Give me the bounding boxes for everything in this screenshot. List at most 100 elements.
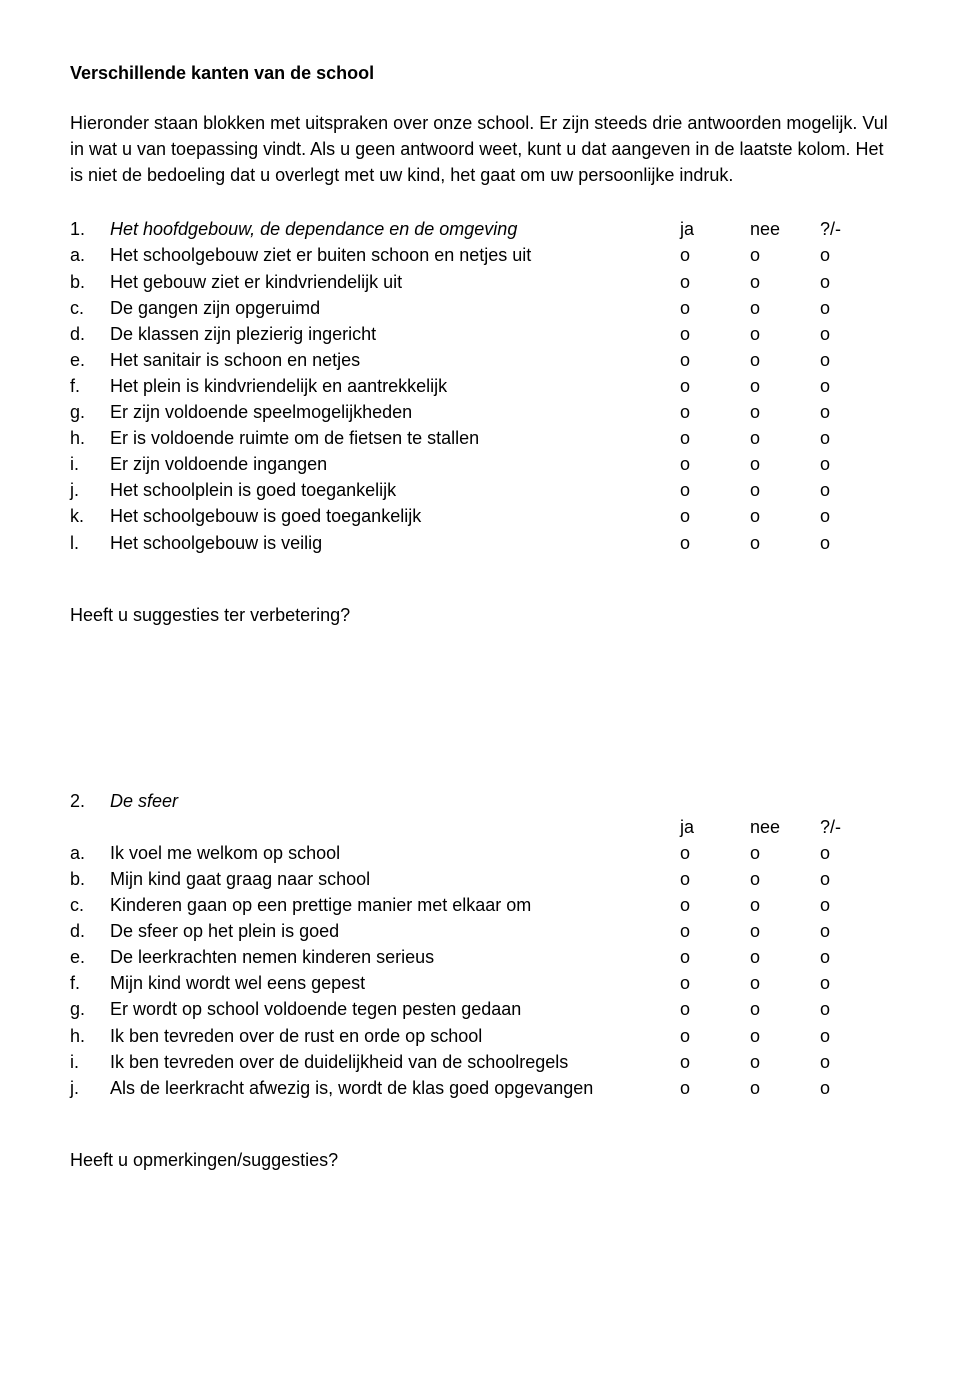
answer-nee[interactable]: o [750,996,820,1022]
answer-unk[interactable]: o [820,503,890,529]
answer-nee[interactable]: o [750,242,820,268]
page-title: Verschillende kanten van de school [70,60,890,86]
answer-ja[interactable]: o [680,477,750,503]
col-unk: ?/- [820,216,890,242]
answer-ja[interactable]: o [680,840,750,866]
answer-unk[interactable]: o [820,399,890,425]
answer-nee[interactable]: o [750,1049,820,1075]
question-row: c.De gangen zijn opgeruimdooo [70,295,890,321]
question-text: Ik ben tevreden over de rust en orde op … [110,1023,680,1049]
answer-nee[interactable]: o [750,530,820,556]
question-row: f.Mijn kind wordt wel eens gepestooo [70,970,890,996]
answer-nee[interactable]: o [750,425,820,451]
question-row: g.Er wordt op school voldoende tegen pes… [70,996,890,1022]
question-row: g.Er zijn voldoende speelmogelijkhedenoo… [70,399,890,425]
answer-unk[interactable]: o [820,373,890,399]
answer-ja[interactable]: o [680,295,750,321]
answer-nee[interactable]: o [750,918,820,944]
col-nee: nee [750,216,820,242]
question-text: De sfeer op het plein is goed [110,918,680,944]
answer-unk[interactable]: o [820,944,890,970]
section-1: 1. Het hoofdgebouw, de dependance en de … [70,216,890,555]
answer-ja[interactable]: o [680,1049,750,1075]
answer-nee[interactable]: o [750,944,820,970]
answer-nee[interactable]: o [750,295,820,321]
answer-ja[interactable]: o [680,347,750,373]
answer-nee[interactable]: o [750,373,820,399]
answer-ja[interactable]: o [680,425,750,451]
answer-ja[interactable]: o [680,892,750,918]
answer-unk[interactable]: o [820,347,890,373]
answer-nee[interactable]: o [750,892,820,918]
answer-unk[interactable]: o [820,530,890,556]
answer-ja[interactable]: o [680,242,750,268]
answer-ja[interactable]: o [680,269,750,295]
answer-unk[interactable]: o [820,425,890,451]
question-letter: e. [70,347,110,373]
answer-ja[interactable]: o [680,503,750,529]
answer-unk[interactable]: o [820,242,890,268]
answer-nee[interactable]: o [750,399,820,425]
answer-ja[interactable]: o [680,321,750,347]
answer-unk[interactable]: o [820,295,890,321]
question-letter: h. [70,425,110,451]
question-letter: c. [70,295,110,321]
answer-unk[interactable]: o [820,918,890,944]
answer-unk[interactable]: o [820,892,890,918]
answer-ja[interactable]: o [680,1023,750,1049]
question-text: Er zijn voldoende speelmogelijkheden [110,399,680,425]
question-text: Het schoolgebouw is veilig [110,530,680,556]
answer-ja[interactable]: o [680,399,750,425]
col-nee: nee [750,814,820,840]
answer-unk[interactable]: o [820,269,890,295]
question-letter: i. [70,1049,110,1075]
question-letter: i. [70,451,110,477]
answer-ja[interactable]: o [680,530,750,556]
answer-nee[interactable]: o [750,321,820,347]
section-2-cols: ja nee ?/- [70,814,890,840]
question-text: Het plein is kindvriendelijk en aantrekk… [110,373,680,399]
answer-nee[interactable]: o [750,477,820,503]
question-text: Er wordt op school voldoende tegen peste… [110,996,680,1022]
question-text: Ik ben tevreden over de duidelijkheid va… [110,1049,680,1075]
question-text: Als de leerkracht afwezig is, wordt de k… [110,1075,680,1101]
question-row: h.Ik ben tevreden over de rust en orde o… [70,1023,890,1049]
answer-nee[interactable]: o [750,866,820,892]
section-title: De sfeer [110,788,680,814]
answer-ja[interactable]: o [680,970,750,996]
answer-ja[interactable]: o [680,451,750,477]
answer-ja[interactable]: o [680,866,750,892]
answer-ja[interactable]: o [680,1075,750,1101]
answer-unk[interactable]: o [820,840,890,866]
answer-unk[interactable]: o [820,1075,890,1101]
question-text: Er zijn voldoende ingangen [110,451,680,477]
question-row: i.Er zijn voldoende ingangenooo [70,451,890,477]
answer-ja[interactable]: o [680,944,750,970]
answer-unk[interactable]: o [820,321,890,347]
question-row: e.De leerkrachten nemen kinderen serieus… [70,944,890,970]
question-letter: b. [70,866,110,892]
answer-nee[interactable]: o [750,970,820,996]
answer-nee[interactable]: o [750,840,820,866]
answer-nee[interactable]: o [750,347,820,373]
question-text: Er is voldoende ruimte om de fietsen te … [110,425,680,451]
answer-unk[interactable]: o [820,477,890,503]
answer-unk[interactable]: o [820,1023,890,1049]
answer-ja[interactable]: o [680,996,750,1022]
answer-unk[interactable]: o [820,996,890,1022]
answer-unk[interactable]: o [820,866,890,892]
col-unk: ?/- [820,814,890,840]
question-letter: d. [70,321,110,347]
question-text: De klassen zijn plezierig ingericht [110,321,680,347]
answer-ja[interactable]: o [680,373,750,399]
answer-ja[interactable]: o [680,918,750,944]
answer-nee[interactable]: o [750,503,820,529]
answer-unk[interactable]: o [820,970,890,996]
answer-nee[interactable]: o [750,269,820,295]
answer-nee[interactable]: o [750,451,820,477]
answer-nee[interactable]: o [750,1075,820,1101]
answer-unk[interactable]: o [820,451,890,477]
question-row: l.Het schoolgebouw is veiligooo [70,530,890,556]
answer-unk[interactable]: o [820,1049,890,1075]
answer-nee[interactable]: o [750,1023,820,1049]
